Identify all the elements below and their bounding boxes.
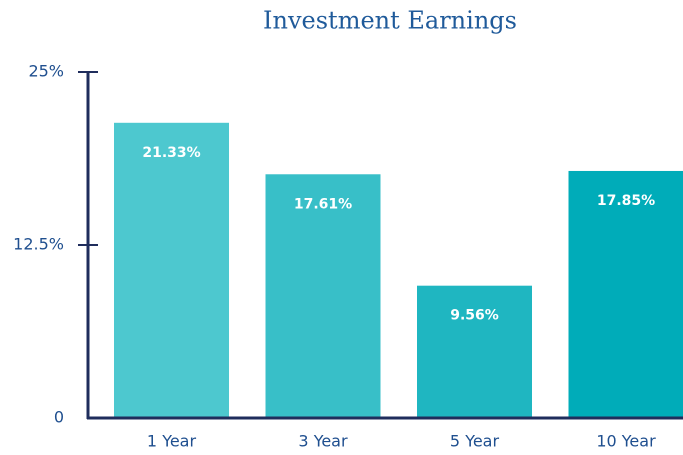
y-tick-label: 0 — [54, 408, 64, 427]
x-tick-label: 3 Year — [298, 432, 348, 451]
x-tick-label: 1 Year — [147, 432, 197, 451]
value-label: 9.56% — [450, 308, 499, 324]
value-label: 17.61% — [294, 196, 352, 212]
bar — [114, 122, 229, 419]
y-tick-label: 25% — [28, 62, 64, 81]
chart-title: Investment Earnings — [263, 7, 517, 35]
x-tick-label: 5 Year — [450, 432, 500, 451]
value-label: 21.33% — [142, 145, 200, 161]
x-tick-label: 10 Year — [596, 432, 656, 451]
value-label: 17.85% — [597, 193, 655, 209]
bar — [568, 170, 683, 418]
bar — [417, 285, 532, 418]
y-tick-label: 12.5% — [13, 235, 64, 254]
bar — [265, 174, 381, 418]
